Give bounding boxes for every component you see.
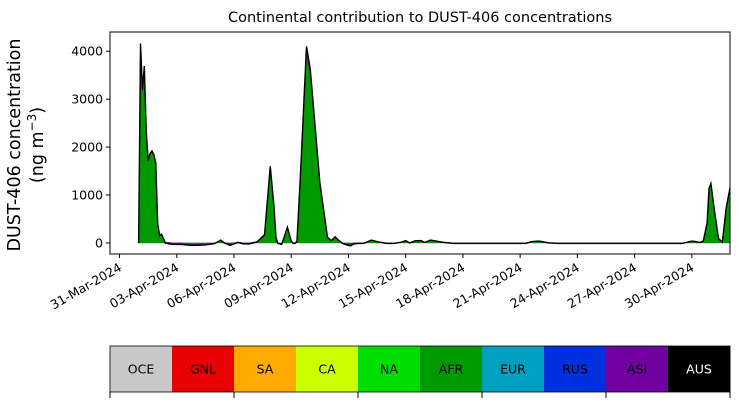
area-afr <box>138 46 730 245</box>
y-tick-label: 0 <box>95 235 103 250</box>
legend-label-afr: AFR <box>439 362 464 377</box>
legend-label-aus: AUS <box>686 362 712 377</box>
total-concentration-line <box>137 43 730 247</box>
x-axis: 31-Mar-202403-Apr-202406-Apr-202409-Apr-… <box>48 254 696 312</box>
legend-colorbar: OCE GNL SA CA NA AFR EUR RUS ASI AUS <box>109 345 731 398</box>
y-tick-label: 4000 <box>71 44 103 59</box>
legend-label-gnl: GNL <box>190 362 216 377</box>
legend-swatch-ca <box>296 346 359 392</box>
y-axis-label: DUST-406 concentration <box>5 39 25 252</box>
y-tick-label: 1000 <box>71 188 103 203</box>
legend-label-rus: RUS <box>562 362 588 377</box>
legend-label-na: NA <box>380 362 398 377</box>
legend-label-ca: CA <box>318 362 336 377</box>
legend-label-sa: SA <box>257 362 274 377</box>
area-asi <box>138 43 730 247</box>
y-tick-label: 2000 <box>71 140 103 155</box>
legend-swatch-na <box>358 346 421 392</box>
y-tick-label: 3000 <box>71 92 103 107</box>
y-axis-unit-sup: −3 <box>25 114 39 132</box>
legend-label-asi: ASI <box>627 362 647 377</box>
legend-label-eur: EUR <box>500 362 526 377</box>
legend-swatch-eur <box>482 346 545 392</box>
y-axis-unit-suffix: ) <box>28 107 48 114</box>
legend-label-oce: OCE <box>128 362 155 377</box>
plot-frame <box>109 31 731 255</box>
y-axis-label-units: (ng m−3) <box>25 107 48 183</box>
legend-frame <box>109 345 731 393</box>
legend-swatch-sa <box>234 346 297 392</box>
y-axis: 0 1000 2000 3000 4000 <box>71 44 110 250</box>
y-axis-unit-prefix: (ng m <box>28 131 48 183</box>
legend-swatch-asi <box>606 346 669 392</box>
chart-title: Continental contribution to DUST-406 con… <box>228 10 612 26</box>
legend-swatch-aus <box>668 346 731 392</box>
legend-swatch-afr <box>420 346 483 392</box>
legend-swatch-oce <box>110 346 173 392</box>
legend-swatch-rus <box>544 346 607 392</box>
area-layers <box>137 43 730 247</box>
legend-swatch-gnl <box>172 346 235 392</box>
